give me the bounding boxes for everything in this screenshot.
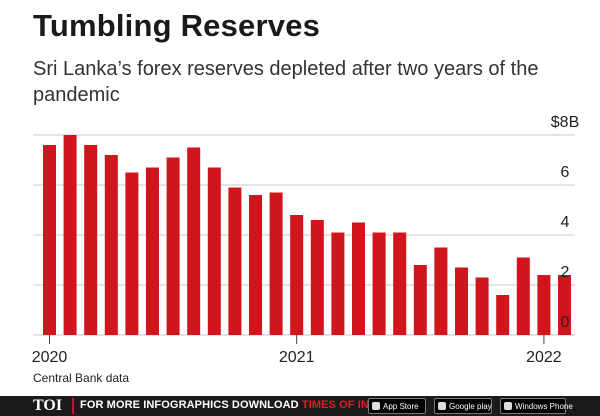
google-play-badge[interactable]: Google play xyxy=(434,398,492,414)
bar xyxy=(207,167,221,335)
promo-footer: TOI FOR MORE INFOGRAPHICS DOWNLOAD TIMES… xyxy=(0,396,600,416)
bar xyxy=(146,167,159,335)
source-note: Central Bank data xyxy=(33,371,130,385)
gridlines xyxy=(33,134,575,336)
y-tick-label: 2 xyxy=(561,264,570,281)
windows-icon xyxy=(504,402,512,410)
bar xyxy=(84,145,98,335)
bar xyxy=(187,147,201,335)
windows-phone-label: Windows Phone xyxy=(515,402,573,411)
x-tick-label: 2020 xyxy=(32,349,68,366)
bars xyxy=(43,135,571,335)
y-tick-label: 6 xyxy=(561,164,570,181)
bar xyxy=(393,232,407,335)
bar xyxy=(558,275,571,335)
y-tick-label: 0 xyxy=(561,314,570,331)
bar xyxy=(63,135,77,335)
bar-chart: 0 2 4 6 $8B 2020 2021 2022 xyxy=(32,114,580,366)
bar xyxy=(43,145,56,335)
x-tick-label: 2021 xyxy=(279,349,315,366)
windows-phone-badge[interactable]: Windows Phone xyxy=(500,398,573,414)
play-icon xyxy=(438,402,446,410)
bar xyxy=(104,155,118,335)
bar xyxy=(310,220,324,335)
bar xyxy=(125,172,139,335)
bar xyxy=(352,222,365,335)
app-store-badge[interactable]: App Store xyxy=(368,398,426,414)
google-play-label: Google play xyxy=(449,402,492,411)
bar xyxy=(537,275,551,335)
chart-subtitle: Sri Lanka’s forex reserves depleted afte… xyxy=(33,58,539,106)
bar xyxy=(455,267,468,335)
app-store-label: App Store xyxy=(383,402,419,411)
bar xyxy=(496,295,510,335)
apple-icon xyxy=(372,402,380,410)
bar xyxy=(434,247,448,335)
bar xyxy=(290,215,304,335)
bar xyxy=(475,277,489,335)
x-axis-ticks: 2020 2021 2022 xyxy=(32,335,562,366)
logo-divider xyxy=(72,398,74,414)
y-tick-label: 4 xyxy=(561,214,570,231)
bar xyxy=(331,232,345,335)
bar xyxy=(228,187,242,335)
bar xyxy=(269,192,283,335)
promo-prefix: FOR MORE INFOGRAPHICS DOWNLOAD xyxy=(80,399,302,411)
y-axis-ticks: 0 2 4 6 $8B xyxy=(551,114,579,331)
bar xyxy=(413,265,427,335)
y-tick-label: $8B xyxy=(551,114,579,131)
chart-title: Tumbling Reserves xyxy=(33,8,321,43)
promo-text: FOR MORE INFOGRAPHICS DOWNLOAD TIMES OF … xyxy=(80,399,413,411)
bar xyxy=(372,232,386,335)
toi-logo: TOI xyxy=(33,397,63,414)
x-tick-label: 2022 xyxy=(526,349,562,366)
bar xyxy=(166,157,180,335)
bar xyxy=(516,257,530,335)
bar xyxy=(249,195,262,335)
